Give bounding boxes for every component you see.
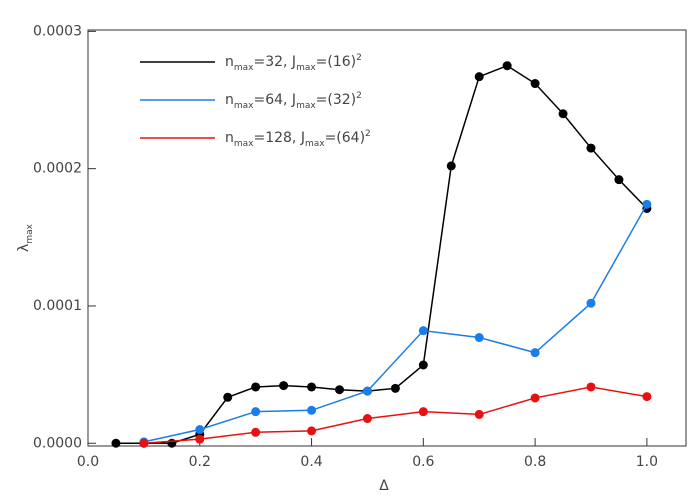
data-point (111, 438, 121, 448)
x-tick-label: 0.2 (189, 454, 211, 470)
data-point (558, 109, 568, 119)
data-point (530, 393, 540, 403)
x-axis-label: Δ (379, 478, 389, 494)
data-point (502, 61, 512, 71)
data-point (530, 348, 540, 358)
data-point (390, 383, 400, 393)
data-point (195, 434, 205, 444)
data-point (586, 298, 596, 308)
data-point (418, 326, 428, 336)
series-line (115, 64, 648, 445)
series-line (143, 386, 648, 445)
legend-label: nmax=64, Jmax=(32)2 (225, 91, 362, 111)
data-point (586, 143, 596, 153)
data-point (307, 405, 317, 415)
x-tick-label: 0.8 (524, 454, 546, 470)
data-point (195, 425, 205, 435)
data-point (642, 392, 652, 402)
legend-label: nmax=32, Jmax=(16)2 (225, 53, 362, 73)
y-tick-label: 0.0000 (33, 435, 82, 451)
data-point (418, 407, 428, 417)
y-tick-label: 0.0003 (33, 23, 82, 39)
x-tick-label: 0.0 (77, 454, 99, 470)
data-point (586, 382, 596, 392)
data-point (251, 407, 261, 417)
y-axis-label: λmax (16, 223, 35, 252)
data-point (307, 426, 317, 436)
data-point (530, 79, 540, 89)
data-point (139, 438, 149, 448)
data-point (474, 333, 484, 343)
data-point (279, 381, 289, 391)
plot-frame (87, 29, 687, 447)
data-point (614, 175, 624, 185)
data-point (642, 199, 652, 209)
data-point (446, 161, 456, 171)
legend-label: nmax=128, Jmax=(64)2 (225, 129, 371, 149)
data-point (474, 409, 484, 419)
y-tick-label: 0.0001 (33, 298, 82, 314)
x-tick-label: 0.6 (412, 454, 434, 470)
series-line (143, 203, 648, 443)
data-point (362, 414, 372, 424)
data-point (334, 385, 344, 395)
y-tick-label: 0.0002 (33, 161, 82, 177)
data-point (167, 438, 177, 448)
x-tick-label: 1.0 (636, 454, 658, 470)
data-point (362, 386, 372, 396)
data-point (251, 427, 261, 437)
data-point (223, 392, 233, 402)
data-point (307, 382, 317, 392)
data-point (474, 72, 484, 82)
x-tick-label: 0.4 (300, 454, 322, 470)
data-point (251, 382, 261, 392)
data-point (418, 360, 428, 370)
